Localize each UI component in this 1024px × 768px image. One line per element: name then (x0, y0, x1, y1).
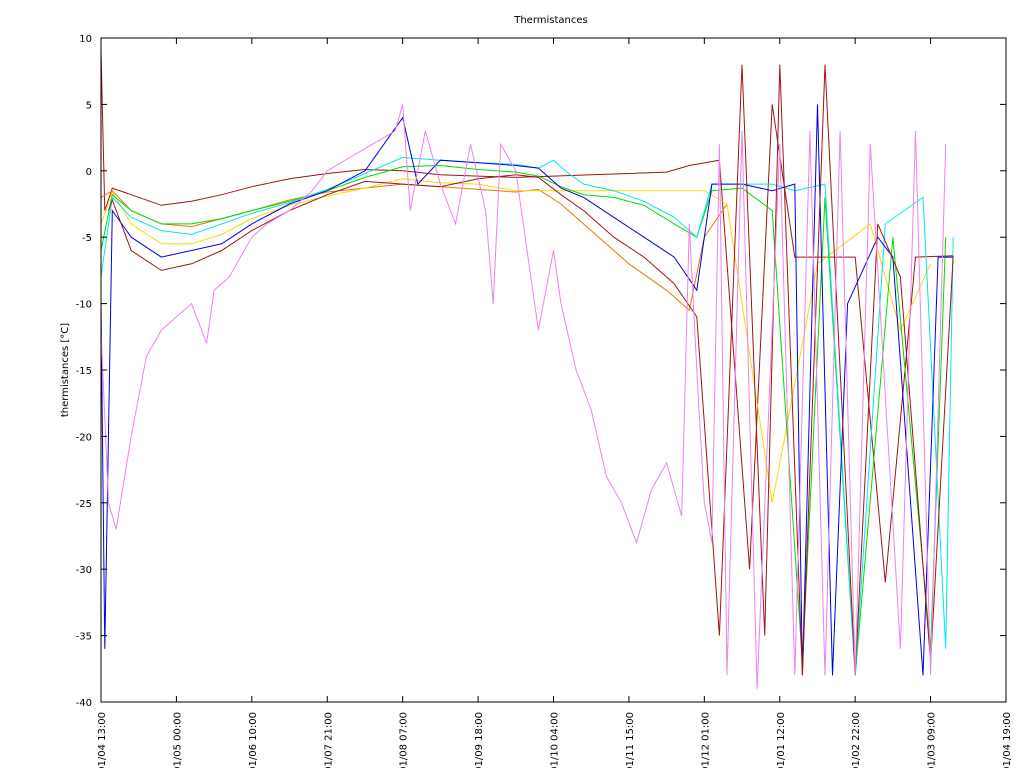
y-tick-label: -10 (76, 300, 92, 311)
x-tick-label: 01/07 21:00 (323, 712, 334, 768)
y-tick-label: -25 (76, 499, 92, 510)
x-tick-label: 01/04 13:00 (97, 712, 108, 768)
series-line-1 (100, 51, 954, 583)
y-tick-label: 5 (86, 100, 92, 111)
x-tick-label: 01/04 19:00 (1002, 712, 1013, 768)
y-tick-label: -5 (82, 233, 92, 244)
series-layer (100, 51, 954, 689)
x-tick-label: 01/09 18:00 (474, 712, 485, 768)
x-tick-label: 01/12 01:00 (700, 712, 711, 768)
y-tick-label: -30 (76, 565, 92, 576)
series-line-7 (108, 64, 954, 676)
x-tick-label: 01/05 00:00 (172, 712, 183, 768)
x-tick-label: 01/10 04:00 (550, 712, 561, 768)
x-tick-label: 01/03 09:00 (927, 712, 938, 768)
series-line-8 (100, 104, 947, 689)
y-axis-label: thermistances [°C] (60, 323, 71, 417)
x-tick-label: 01/01 12:00 (776, 712, 787, 768)
chart-title: Thermistances (513, 15, 588, 26)
y-tick-label: 10 (79, 34, 92, 45)
x-tick-label: 01/11 15:00 (625, 712, 636, 768)
y-tick-label: -20 (76, 432, 92, 443)
x-tick-label: 01/02 22:00 (851, 712, 862, 768)
y-axis-ticks: 10 5 0 -5 -10 -15 -20 -25 -30 -35 -40 (76, 34, 1006, 709)
y-tick-label: -15 (76, 366, 92, 377)
series-line-6 (100, 104, 954, 676)
x-axis-ticks: 01/04 13:00 01/05 00:00 01/06 10:00 01/07 2… (97, 38, 1013, 768)
x-tick-label: 01/06 10:00 (248, 712, 259, 768)
y-tick-label: -35 (76, 632, 92, 643)
series-line-4 (100, 164, 947, 676)
series-line-2 (100, 183, 728, 312)
y-tick-label: -40 (76, 698, 92, 709)
x-tick-label: 01/08 07:00 (399, 712, 410, 768)
series-line-3 (100, 178, 932, 503)
y-tick-label: 0 (86, 167, 92, 178)
